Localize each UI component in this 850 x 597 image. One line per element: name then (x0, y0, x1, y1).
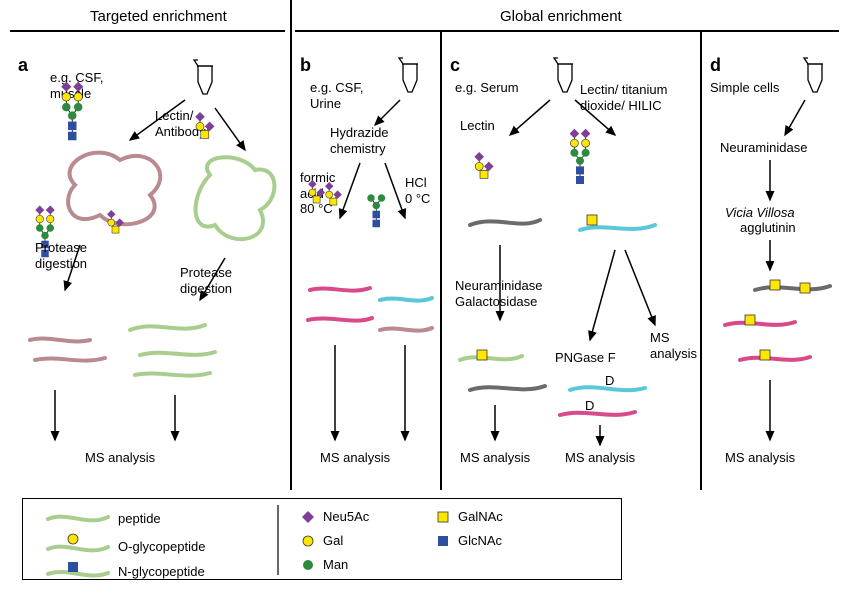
panel-b-out: MS analysis (320, 450, 390, 466)
legend-oglyco: O-glycopeptide (118, 539, 205, 555)
panel-a-step1: Protease digestion (35, 240, 87, 271)
svg-text:D: D (605, 373, 614, 388)
legend-man: Man (323, 557, 348, 573)
legend-peptide: peptide (118, 511, 161, 527)
panel-a-out: MS analysis (85, 450, 155, 466)
legend-glcnac: GlcNAc (458, 533, 502, 549)
svg-text:D: D (585, 398, 594, 413)
panel-d-svg (700, 0, 850, 500)
legend-galnac: GalNAc (458, 509, 503, 525)
legend-nglyco: N-glycopeptide (118, 564, 205, 580)
panel-d-out: MS analysis (725, 450, 795, 466)
legend-box: peptide O-glycopeptide N-glycopeptide Ne… (22, 498, 622, 580)
panel-a-step2: Protease digestion (180, 265, 232, 296)
panel-c-out1: MS analysis (460, 450, 530, 466)
panel-b-svg (290, 0, 440, 500)
panel-c-out2: MS analysis (565, 450, 635, 466)
legend-neu5ac: Neu5Ac (323, 509, 369, 525)
panel-c-svg: D D (440, 0, 700, 500)
legend-gal: Gal (323, 533, 343, 549)
